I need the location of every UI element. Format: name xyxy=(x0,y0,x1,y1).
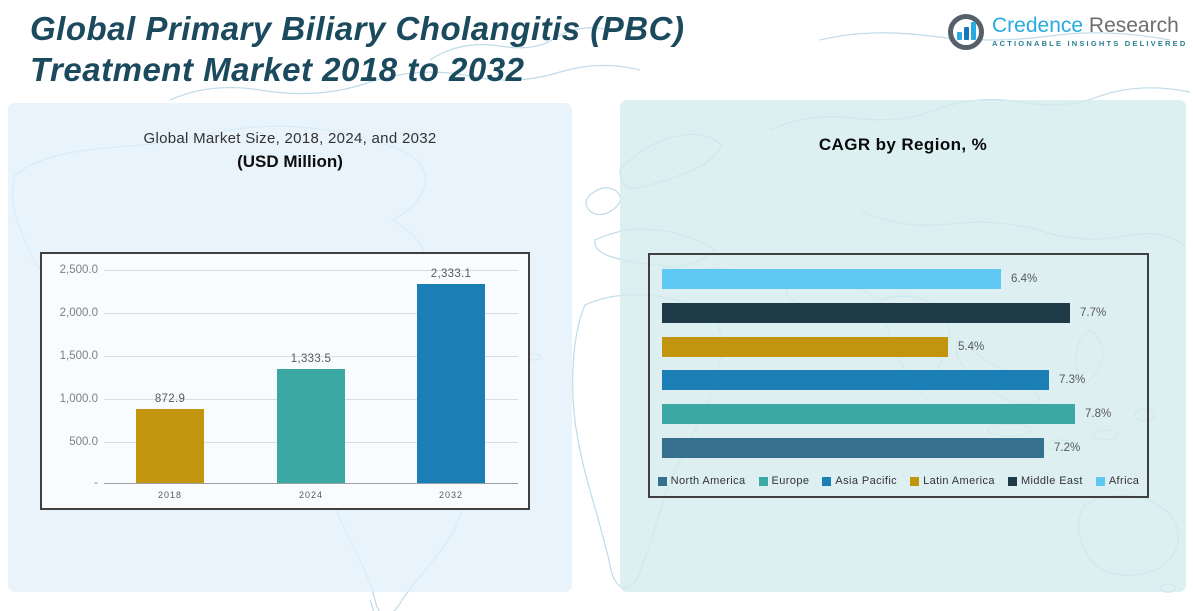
cagr-value-label: 5.4% xyxy=(958,341,985,353)
bar-value-label: 1,333.5 xyxy=(290,353,332,365)
gridline xyxy=(104,270,518,271)
legend-item-africa: Africa xyxy=(1095,475,1140,487)
bar-column-2018: 872.9 xyxy=(136,393,204,483)
legend-label: Latin America xyxy=(923,475,995,487)
y-axis-tick: 500.0 xyxy=(69,436,98,448)
cagr-row-asia-pacific: 7.3% xyxy=(662,370,1085,390)
market-size-subtitle: Global Market Size, 2018, 2024, and 2032 xyxy=(143,130,437,147)
bar-chart-in-circle-icon xyxy=(948,14,984,50)
legend-label: Europe xyxy=(771,475,810,487)
legend-swatch xyxy=(1095,476,1105,486)
cagr-row-europe: 7.8% xyxy=(662,404,1111,424)
x-axis-label: 2018 xyxy=(157,490,183,500)
logo-bar-tall xyxy=(970,22,976,40)
legend-swatch xyxy=(657,476,667,486)
gridline xyxy=(104,356,518,357)
y-axis-tick: 2,000.0 xyxy=(59,307,98,319)
x-axis-label: 2024 xyxy=(298,490,324,500)
brand-name-first: Credence xyxy=(992,14,1084,37)
legend-swatch xyxy=(822,476,832,486)
cagr-bar-europe xyxy=(662,404,1075,424)
logo-bar-medium xyxy=(963,27,969,40)
bar-2024 xyxy=(277,369,345,483)
market-size-chart: 2,500.0 2,000.0 1,500.0 1,000.0 500.0 - … xyxy=(40,252,530,510)
page-title: Global Primary Biliary Cholangitis (PBC)… xyxy=(30,8,684,91)
bar-value-label: 2,333.1 xyxy=(430,268,472,280)
cagr-row-middle-east: 7.7% xyxy=(662,303,1106,323)
cagr-row-north-america: 7.2% xyxy=(662,438,1080,458)
logo-bar-small xyxy=(956,32,962,40)
cagr-value-label: 7.8% xyxy=(1085,408,1112,420)
logo-text: Credence Research ACTIONABLE INSIGHTS DE… xyxy=(992,14,1187,48)
legend-swatch xyxy=(1007,476,1017,486)
legend-item-north-america: North America xyxy=(657,475,746,487)
y-axis-tick: 1,500.0 xyxy=(59,350,98,362)
cagr-chart: 6.4% 7.7% 5.4% 7.3% 7.8% 7.2% North Amer… xyxy=(648,253,1149,498)
cagr-bar-middle-east xyxy=(662,303,1070,323)
brand-name-second: Research xyxy=(1083,14,1179,37)
usd-million-label: (USD Million) xyxy=(237,152,343,171)
x-axis-label: 2032 xyxy=(438,490,464,500)
page-title-line1: Global Primary Biliary Cholangitis (PBC) xyxy=(30,10,685,47)
legend-label: Middle East xyxy=(1020,475,1083,487)
legend-swatch xyxy=(758,476,768,486)
cagr-bar-latin-america xyxy=(662,337,948,357)
brand-logo: Credence Research ACTIONABLE INSIGHTS DE… xyxy=(948,14,1187,50)
cagr-row-latin-america: 5.4% xyxy=(662,337,984,357)
legend-item-europe: Europe xyxy=(758,475,810,487)
cagr-value-label: 6.4% xyxy=(1011,273,1038,285)
bar-value-label: 872.9 xyxy=(154,393,186,405)
bar-2018 xyxy=(136,409,204,483)
legend-label: Asia Pacific xyxy=(835,475,898,487)
x-axis-line xyxy=(104,483,518,484)
cagr-bar-africa xyxy=(662,269,1001,289)
cagr-bar-asia-pacific xyxy=(662,370,1049,390)
page-title-line2: Treatment Market 2018 to 2032 xyxy=(30,51,525,89)
legend-item-middle-east: Middle East xyxy=(1007,475,1083,487)
cagr-row-africa: 6.4% xyxy=(662,269,1037,289)
cagr-chart-title: CAGR by Region, % xyxy=(818,135,988,154)
legend-label: Africa xyxy=(1108,475,1140,487)
cagr-value-label: 7.7% xyxy=(1080,307,1107,319)
y-axis-tick: 2,500.0 xyxy=(59,264,98,276)
cagr-value-label: 7.2% xyxy=(1054,442,1081,454)
cagr-bar-north-america xyxy=(662,438,1044,458)
legend-label: North America xyxy=(670,475,746,487)
y-axis-tick: 1,000.0 xyxy=(59,393,98,405)
legend-item-latin-america: Latin America xyxy=(910,475,995,487)
brand-name: Credence Research xyxy=(992,14,1187,37)
bar-column-2032: 2,333.1 xyxy=(417,268,485,483)
brand-tagline: ACTIONABLE INSIGHTS DELIVERED xyxy=(992,39,1188,48)
bar-column-2024: 1,333.5 xyxy=(277,353,345,483)
bar-2032 xyxy=(417,284,485,483)
legend-item-asia-pacific: Asia Pacific xyxy=(822,475,897,487)
y-axis-tick: - xyxy=(94,477,98,489)
market-size-chart-title: Global Market Size, 2018, 2024, and 2032… xyxy=(8,130,572,172)
cagr-value-label: 7.3% xyxy=(1059,374,1086,386)
gridline xyxy=(104,313,518,314)
legend: North America Europe Asia Pacific Latin … xyxy=(650,475,1147,487)
legend-swatch xyxy=(910,476,920,486)
